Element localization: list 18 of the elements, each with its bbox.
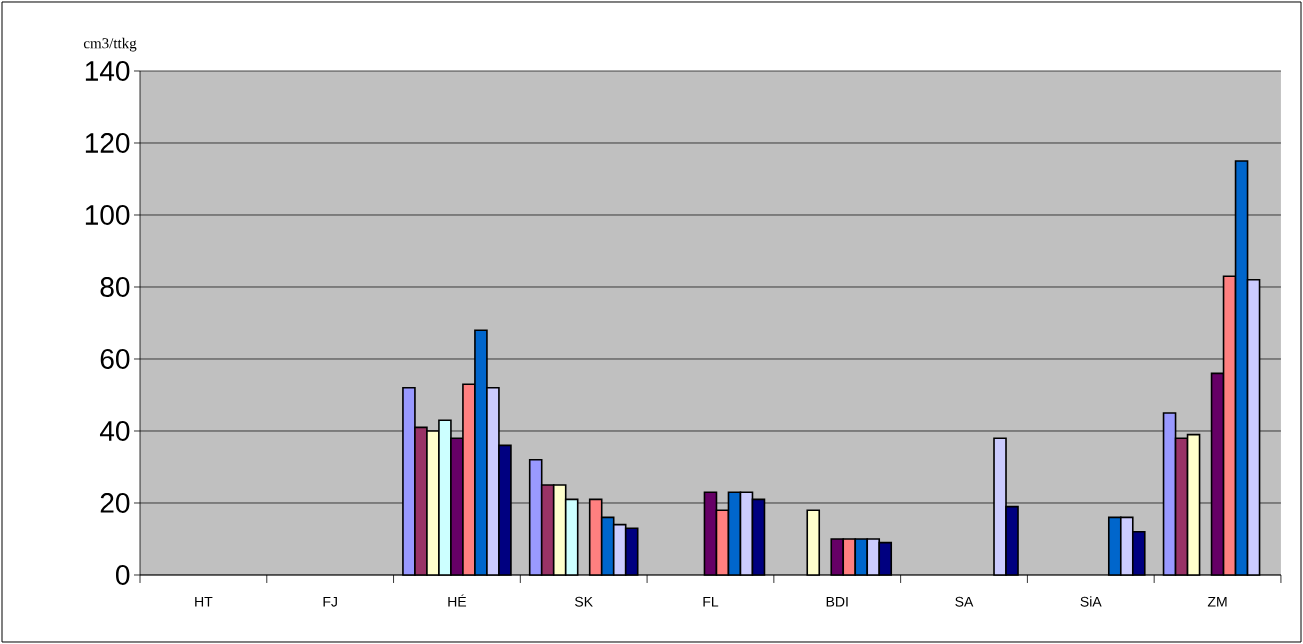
x-tick-label: SiA [1080, 596, 1102, 607]
y-tick-label: 80 [100, 277, 130, 297]
y-tick-label: 40 [99, 421, 130, 441]
y-tick-label: 60 [100, 349, 130, 369]
y-tick-label: 20 [100, 493, 130, 513]
x-tick-label: HÉ [448, 594, 467, 607]
x-tick-label: HT [195, 596, 213, 607]
x-tick-label: SK [575, 596, 593, 607]
x-tick-label: ZM [1207, 596, 1227, 607]
x-tick-label: BDI [826, 596, 848, 607]
x-tick-label: SA [955, 596, 974, 607]
y-tick-label: 0 [116, 565, 130, 585]
y-axis-title: cm3/ttkg [83, 37, 137, 52]
x-tick-label: FL [703, 596, 719, 607]
y-tick-label: 120 [85, 133, 130, 153]
y-tick-label: 100 [85, 205, 130, 225]
y-tick-label: 140 [85, 61, 130, 81]
x-tick-label: FJ [323, 596, 337, 607]
